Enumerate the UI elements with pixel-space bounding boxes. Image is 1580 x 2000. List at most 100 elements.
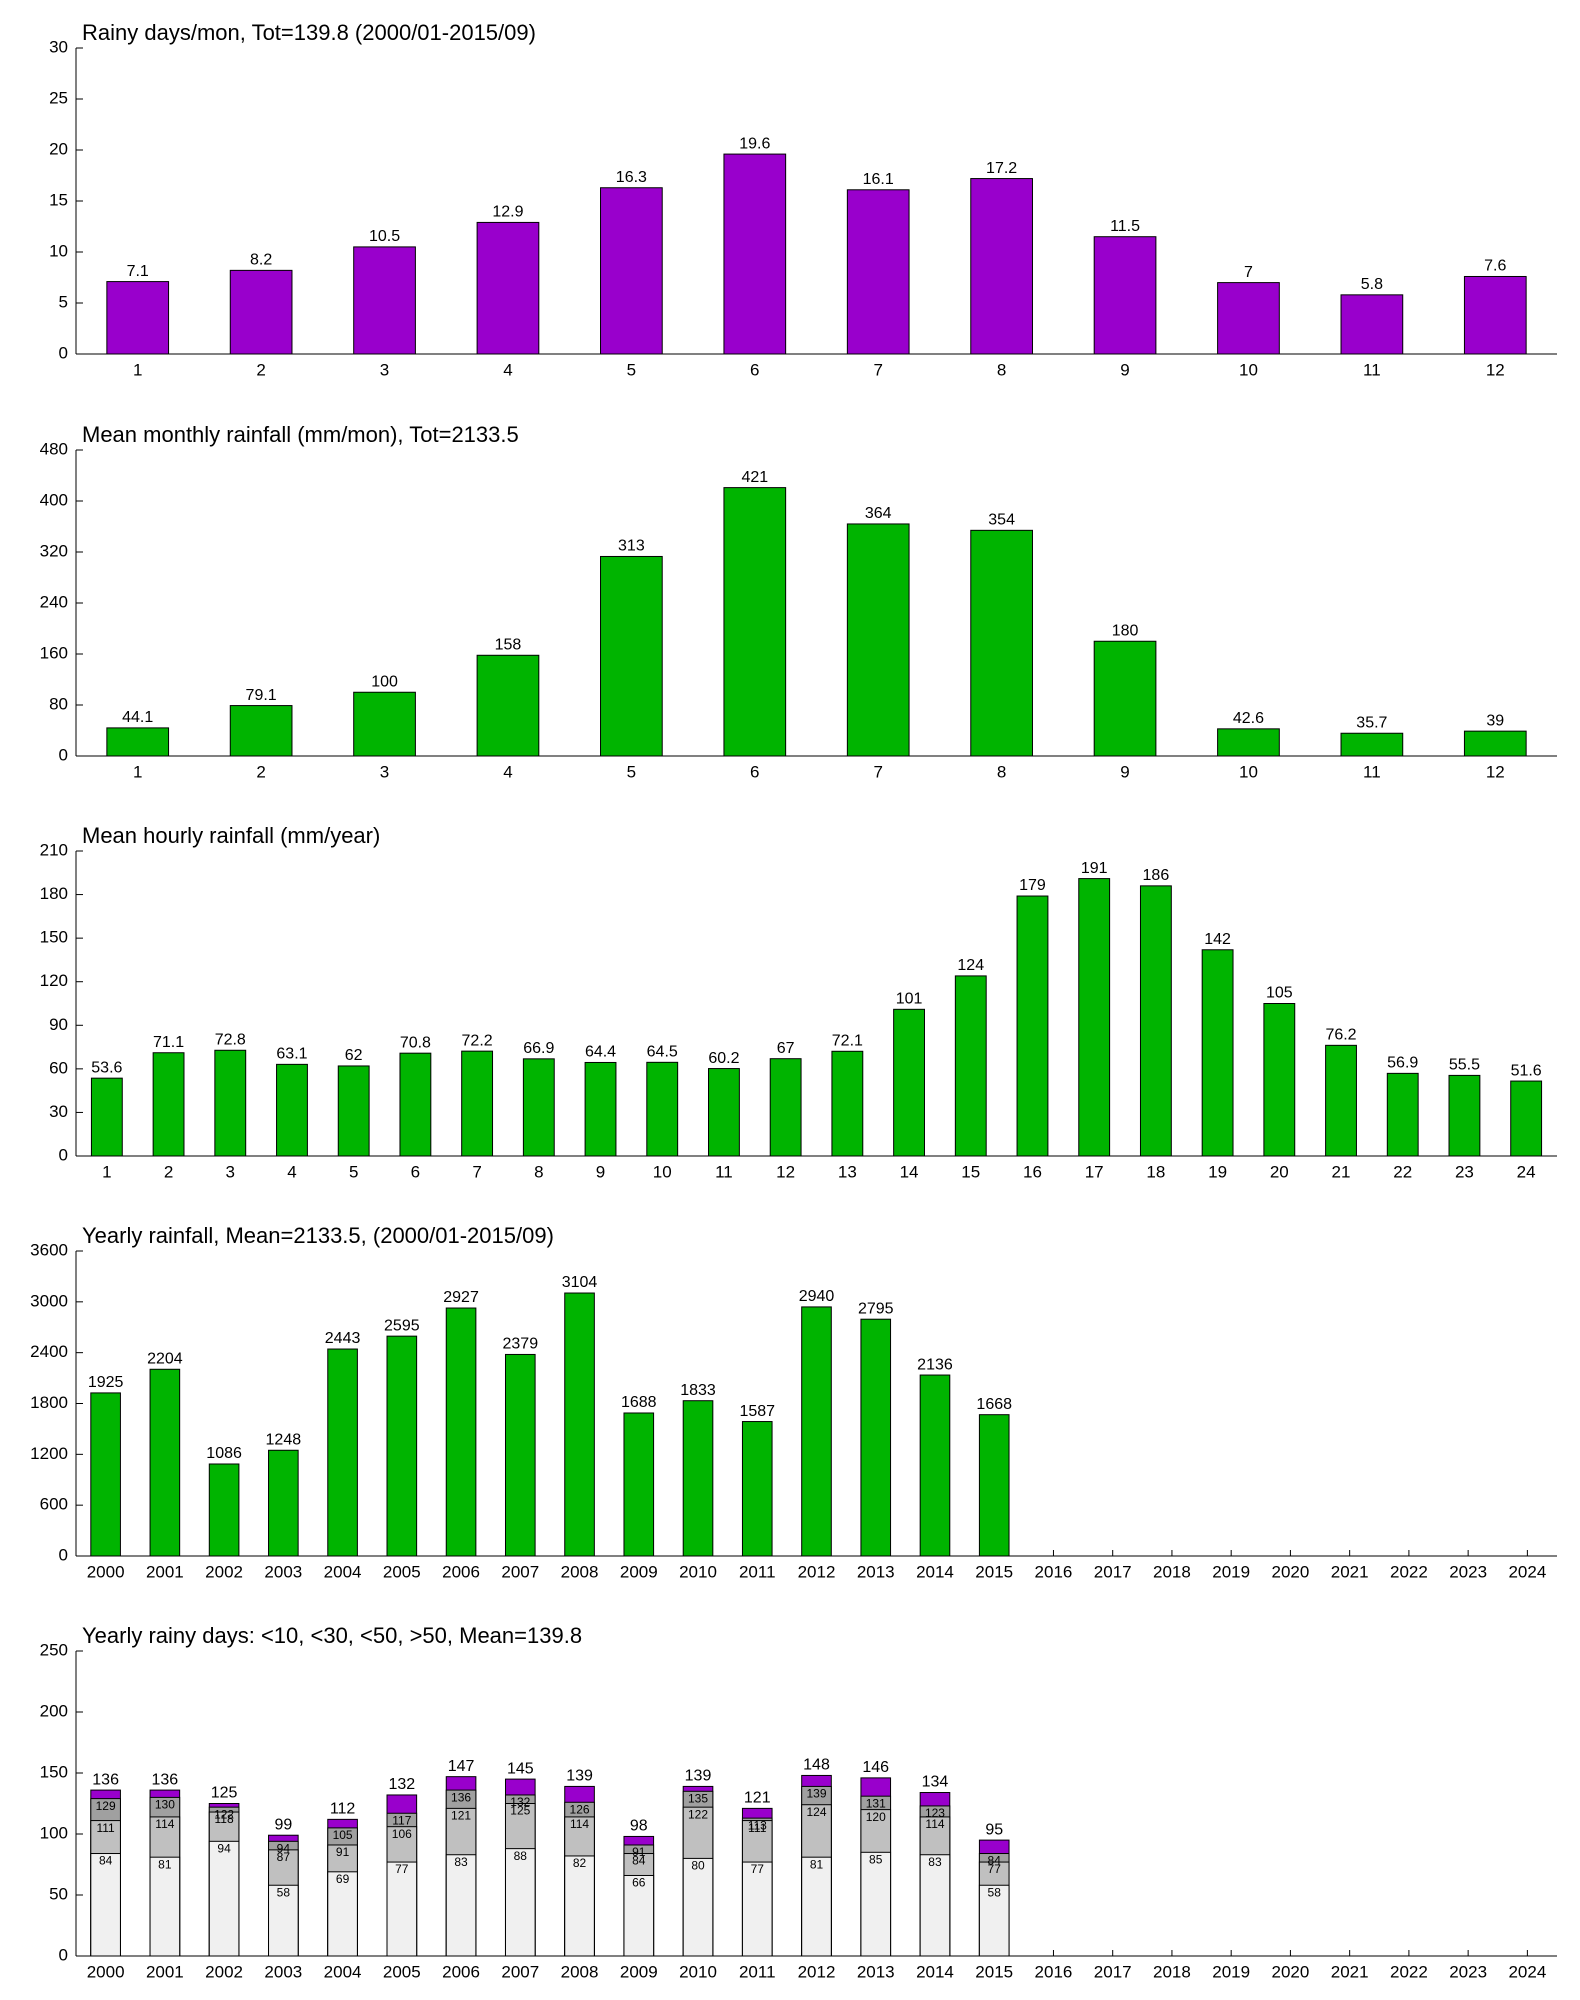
bar [769,1058,802,1157]
bar [327,1348,358,1557]
value-label: 88 [514,1849,528,1863]
bar [229,269,293,355]
value-label: 91 [336,1845,350,1859]
bar [919,1374,951,1557]
x-tick-label: 2018 [1153,1962,1191,1981]
x-tick-label: 10 [653,1162,672,1181]
value-label: 82 [573,1856,587,1870]
value-label: 51.6 [1511,1062,1542,1079]
x-tick-label: 9 [596,1162,605,1181]
bar [90,1853,121,1957]
bar [860,1318,892,1557]
y-tick-label: 30 [49,1102,68,1121]
value-label: 124 [957,957,984,974]
x-tick-label: 13 [838,1162,857,1181]
value-label: 83 [454,1855,468,1869]
y-tick-label: 150 [40,928,68,947]
y-tick-label: 0 [59,343,68,362]
x-tick-label: 5 [627,762,636,781]
x-tick-label: 2 [256,360,265,379]
x-tick-label: 2000 [87,1562,125,1581]
value-label: 120 [866,1810,886,1824]
value-label: 354 [988,512,1015,529]
x-tick-label: 2008 [561,1962,599,1981]
bar [741,1861,773,1957]
value-label: 71.1 [153,1034,184,1051]
x-tick-label: 12 [776,1162,795,1181]
x-tick-label: 7 [873,360,882,379]
bar [1463,730,1527,757]
bar [600,555,663,757]
bar [741,1421,773,1557]
value-label: 179 [1019,877,1046,894]
bar [476,221,540,355]
value-label: 148 [803,1757,830,1774]
x-tick-label: 6 [750,360,759,379]
x-tick-label: 2024 [1508,1562,1546,1581]
bar [90,1392,121,1557]
value-label: 129 [96,1799,116,1813]
bar [1263,1003,1296,1157]
bar [1463,275,1527,355]
x-tick-label: 2006 [442,1962,480,1981]
value-label: 130 [155,1798,175,1812]
value-label: 77 [988,1862,1002,1876]
bar [1078,878,1111,1157]
x-tick-label: 2013 [857,1562,895,1581]
x-tick-label: 1 [133,360,142,379]
y-tick-label: 1200 [30,1444,68,1463]
x-tick-label: 2021 [1331,1562,1369,1581]
bar [208,1463,240,1557]
value-label: 111 [96,1821,115,1835]
value-label: 1833 [680,1382,716,1399]
value-label: 1587 [739,1403,775,1420]
value-label: 17.2 [986,160,1017,177]
value-label: 158 [495,636,522,653]
value-label: 79.1 [246,687,277,704]
bar [386,1861,418,1957]
x-tick-label: 2023 [1449,1962,1487,1981]
value-label: 125 [510,1804,530,1818]
value-label: 35.7 [1356,714,1387,731]
x-tick-label: 2009 [620,1962,658,1981]
value-label: 91 [632,1845,646,1859]
bar [229,705,293,757]
y-tick-label: 400 [40,490,68,509]
value-label: 2795 [858,1300,894,1317]
bar [919,1854,951,1957]
bar [353,691,416,757]
value-label: 1688 [621,1394,657,1411]
value-label: 76.2 [1325,1027,1356,1044]
y-tick-label: 2400 [30,1342,68,1361]
x-tick-label: 2004 [324,1562,362,1581]
value-label: 81 [810,1857,824,1871]
x-tick-label: 24 [1517,1162,1536,1181]
x-tick-label: 15 [961,1162,980,1181]
bar [1217,728,1280,757]
bar [954,975,987,1157]
value-label: 66.9 [523,1040,554,1057]
value-label: 106 [392,1827,412,1841]
value-label: 77 [395,1862,409,1876]
x-tick-label: 2002 [205,1962,243,1981]
value-label: 117 [392,1813,411,1827]
x-tick-label: 9 [1120,360,1129,379]
value-label: 2204 [147,1350,183,1367]
x-tick-label: 2017 [1094,1962,1132,1981]
value-label: 364 [865,505,892,522]
bar [1386,1072,1419,1157]
y-tick-label: 100 [40,1823,68,1842]
value-label: 123 [925,1806,945,1820]
value-label: 142 [1204,931,1231,948]
y-tick-label: 200 [40,1701,68,1720]
bar [522,1058,555,1157]
y-tick-label: 15 [49,190,68,209]
x-tick-label: 4 [503,360,512,379]
x-tick-label: 2002 [205,1562,243,1581]
bar [327,1871,358,1957]
x-tick-label: 2001 [146,1962,184,1981]
bar [445,1854,477,1957]
bar [276,1063,308,1157]
value-label: 2379 [503,1336,539,1353]
value-label: 136 [451,1790,471,1804]
